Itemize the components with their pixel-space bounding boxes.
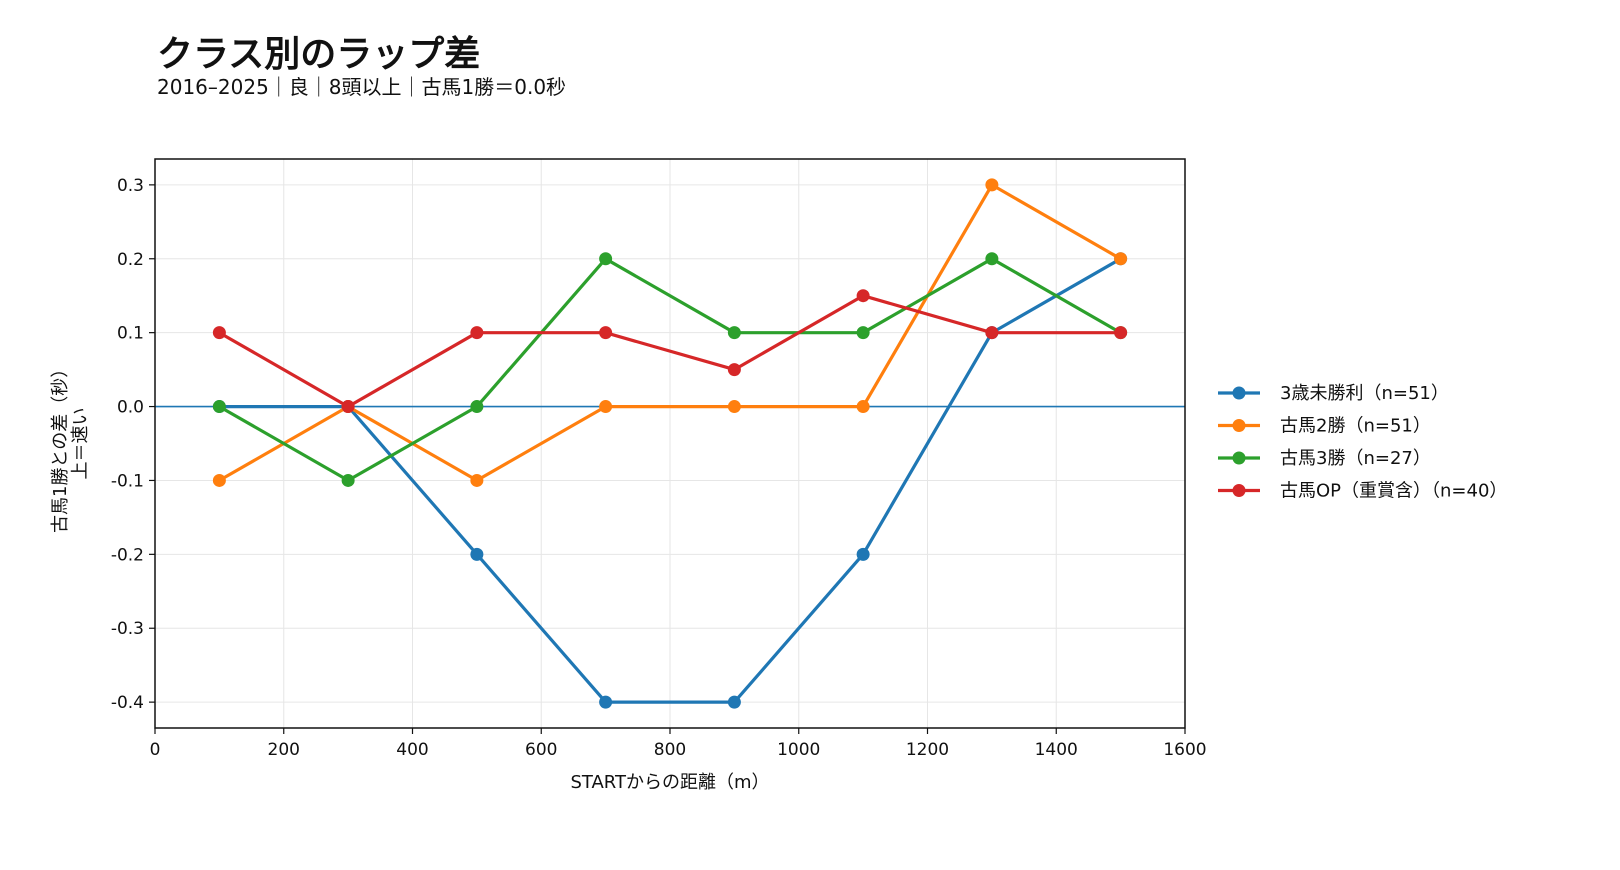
data-point <box>599 252 613 266</box>
y-tick-label: 0.2 <box>117 250 144 270</box>
data-point <box>856 547 870 561</box>
chart-title: クラス別のラップ差 <box>157 34 481 75</box>
data-point <box>856 289 870 303</box>
data-point <box>856 326 870 340</box>
x-tick-label: 1000 <box>777 740 820 760</box>
x-tick-label: 0 <box>150 740 161 760</box>
legend-swatch-marker <box>1232 386 1246 400</box>
data-point <box>727 695 741 709</box>
data-point <box>856 400 870 414</box>
legend-swatch-marker <box>1232 451 1246 465</box>
data-point <box>985 252 999 266</box>
legend-swatch-marker <box>1232 419 1246 432</box>
y-axis-label: 古馬1勝との差（秒） 上＝速い <box>50 354 91 533</box>
data-point <box>470 547 484 561</box>
data-point <box>599 400 613 414</box>
y-tick-label: -0.2 <box>111 545 144 565</box>
legend-label: 古馬3勝（n=27） <box>1280 448 1431 469</box>
data-point <box>212 473 226 487</box>
legend-swatch-marker <box>1232 484 1246 497</box>
data-point <box>341 473 355 487</box>
data-point <box>212 400 226 414</box>
legend: 3歳未勝利（n=51） 古馬2勝（n=51） 古馬3勝（n=27） 古馬OP（重賞含）… <box>1218 383 1507 502</box>
legend-item-3: 古馬3勝（n=27） <box>1218 448 1431 469</box>
y-axis-label-line-2: 上＝速い <box>70 408 91 480</box>
legend-item-1: 3歳未勝利（n=51） <box>1218 383 1449 404</box>
data-point <box>470 326 484 340</box>
series-line <box>217 257 1123 704</box>
y-tick-label: -0.1 <box>111 471 144 491</box>
series-line <box>217 294 1123 409</box>
x-tick-label: 400 <box>396 740 428 760</box>
data-point <box>727 326 741 340</box>
x-axis: 0 200 400 600 800 1000 1200 1400 1600 <box>150 728 1207 760</box>
data-point <box>470 400 484 414</box>
legend-item-4: 古馬OP（重賞含）（n=40） <box>1218 481 1507 502</box>
x-tick-label: 1200 <box>906 740 949 760</box>
data-point <box>1114 326 1128 340</box>
series-line <box>217 257 1123 482</box>
x-tick-label: 1600 <box>1163 740 1206 760</box>
x-axis-label: STARTからの距離（m） <box>570 772 769 793</box>
legend-label: 古馬OP（重賞含）（n=40） <box>1280 481 1507 502</box>
y-tick-label: -0.4 <box>111 693 144 713</box>
data-point <box>341 400 355 414</box>
y-axis-label-line-1: 古馬1勝との差（秒） <box>50 360 71 533</box>
y-tick-label: -0.3 <box>111 619 144 639</box>
x-tick-label: 200 <box>268 740 300 760</box>
data-point <box>985 326 999 340</box>
data-point <box>727 400 741 414</box>
x-tick-label: 1400 <box>1035 740 1078 760</box>
legend-label: 3歳未勝利（n=51） <box>1280 383 1449 404</box>
data-point <box>599 326 613 340</box>
grid <box>154 159 1186 728</box>
data-point <box>212 326 226 340</box>
data-point <box>727 363 741 377</box>
y-tick-label: 0.1 <box>117 324 144 344</box>
legend-label: 古馬2勝（n=51） <box>1280 416 1431 437</box>
series-group <box>212 178 1128 709</box>
x-tick-label: 800 <box>654 740 686 760</box>
data-point <box>599 695 613 709</box>
series-4 <box>212 289 1128 414</box>
y-tick-label: 0.0 <box>117 398 144 418</box>
legend-item-2: 古馬2勝（n=51） <box>1218 416 1431 437</box>
y-tick-label: 0.3 <box>117 176 144 196</box>
data-point <box>1114 252 1128 266</box>
series-line <box>217 183 1123 482</box>
chart-subtitle: 2016–2025｜良｜8頭以上｜古馬1勝＝0.0秒 <box>157 75 567 99</box>
data-point <box>470 473 484 487</box>
y-axis: 0.3 0.2 0.1 0.0 -0.1 -0.2 -0.3 -0.4 <box>111 176 155 713</box>
x-tick-label: 600 <box>525 740 557 760</box>
data-point <box>985 178 999 192</box>
